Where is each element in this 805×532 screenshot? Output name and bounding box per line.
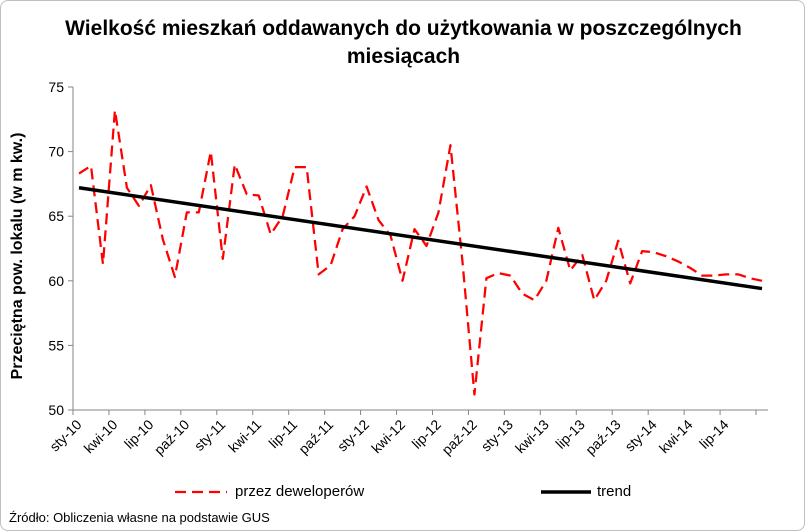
x-tick-label: sty-13 (478, 416, 516, 454)
y-tick-label: 55 (48, 337, 64, 353)
x-tick-label: lip-14 (696, 416, 732, 452)
x-tick-label: kwi-10 (81, 416, 121, 456)
y-ticks: 50 55 60 65 70 75 (48, 79, 73, 418)
legend-label-trend: trend (597, 483, 632, 500)
y-tick-label: 70 (48, 144, 64, 160)
series-layer (78, 109, 763, 396)
legend-label-developers: przez deweloperów (235, 483, 365, 500)
series-trend-line (78, 186, 763, 291)
y-tick-label: 75 (48, 79, 64, 95)
source-note: Źródło: Obliczenia własne na podstawie G… (9, 510, 270, 525)
y-tick-label: 65 (48, 208, 64, 224)
series-developers-line (78, 109, 763, 396)
x-tick-label: sty-11 (191, 416, 229, 454)
x-tick-label: paź-13 (582, 416, 624, 458)
x-tick-label: kwi-11 (225, 416, 264, 455)
x-tick-label: kwi-12 (368, 416, 408, 456)
x-tick-label: kwi-13 (512, 416, 552, 456)
axes (72, 87, 768, 411)
chart-title: Wielkość mieszkań oddawanych do użytkowa… (65, 17, 742, 68)
x-tick-label: paź-11 (295, 416, 336, 457)
y-tick-label: 60 (48, 273, 64, 289)
x-tick-label: sty-10 (46, 416, 84, 454)
y-tick-label: 50 (48, 402, 64, 418)
x-tick-label: paź-10 (151, 416, 193, 458)
x-tick-label: paź-12 (438, 416, 480, 458)
x-tick-label: sty-14 (621, 416, 659, 454)
x-tick-label: kwi-14 (656, 416, 696, 456)
x-tick-label: sty-12 (334, 416, 372, 454)
